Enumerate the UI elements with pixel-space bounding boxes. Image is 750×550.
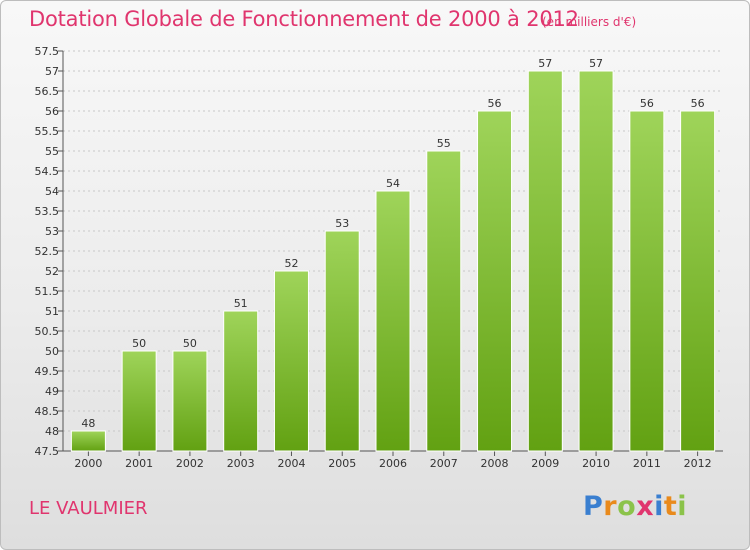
y-tick-label: 54.5: [35, 165, 60, 178]
x-tick-label: 2004: [277, 457, 305, 470]
logo-letter: r: [603, 491, 618, 522]
data-labels: 48 50 50 51 52 53 54 55 56 57 57 56 56: [81, 57, 704, 430]
commune-name: LE VAULMIER: [29, 498, 148, 519]
data-label: 55: [437, 137, 451, 150]
chart-title: Dotation Globale de Fonctionnement de 20…: [29, 7, 579, 31]
logo-letter: P: [583, 491, 604, 522]
x-tick-label: 2003: [227, 457, 255, 470]
y-tick-label: 47.5: [35, 445, 60, 458]
data-label: 53: [335, 217, 349, 230]
data-label: 51: [234, 297, 248, 310]
x-tick-label: 2007: [430, 457, 458, 470]
y-tick-label: 52.5: [35, 245, 60, 258]
x-tick-labels: 2000 2001 2002 2003 2004 2005 2006 2007 2008 2009…: [74, 457, 711, 470]
y-tick-label: 54: [45, 185, 59, 198]
bar: [70, 430, 106, 452]
bar: [477, 110, 513, 452]
data-label: 50: [183, 337, 197, 350]
bar: [172, 350, 208, 452]
y-tick-label: 48.5: [35, 405, 60, 418]
data-label: 52: [284, 257, 298, 270]
y-tick-label: 56: [45, 105, 59, 118]
bars: [70, 70, 716, 452]
x-tick-label: 2008: [481, 457, 509, 470]
logo-letter: i: [654, 491, 664, 522]
x-tick-label: 2011: [633, 457, 661, 470]
y-tick-label: 56.5: [35, 85, 60, 98]
bar: [273, 270, 309, 452]
data-label: 56: [640, 97, 654, 110]
logo-letter: t: [663, 491, 678, 522]
data-label: 57: [538, 57, 552, 70]
bar: [223, 310, 259, 452]
chart-subtitle: (en milliers d'€): [542, 15, 637, 29]
bar: [527, 70, 563, 452]
x-tick-label: 2010: [582, 457, 610, 470]
y-tick-labels: 47.5 48 48.5 49 49.5 50 50.5 51 51.5 52 52.5 53 53.5…: [35, 45, 60, 458]
x-tick-label: 2001: [125, 457, 153, 470]
logo-letter: o: [617, 491, 637, 522]
x-tick-label: 2002: [176, 457, 204, 470]
bar: [578, 70, 614, 452]
bar: [324, 230, 360, 452]
bar: [375, 190, 411, 452]
y-tick-label: 52: [45, 265, 59, 278]
bar: [629, 110, 665, 452]
x-tick-label: 2005: [328, 457, 356, 470]
data-label: 56: [691, 97, 705, 110]
y-tick-label: 55.5: [35, 125, 60, 138]
proxiti-logo[interactable]: Proxiti: [583, 491, 687, 522]
logo-letter: x: [636, 491, 655, 522]
x-tick-label: 2006: [379, 457, 407, 470]
x-tick-label: 2000: [74, 457, 102, 470]
bar: [121, 350, 157, 452]
y-tick-label: 51.5: [35, 285, 60, 298]
data-label: 50: [132, 337, 146, 350]
bar: [680, 110, 716, 452]
y-tick-label: 57.5: [35, 45, 60, 58]
y-tick-label: 50.5: [35, 325, 60, 338]
y-tick-label: 51: [45, 305, 59, 318]
y-tick-label: 48: [45, 425, 59, 438]
bar: [426, 150, 462, 452]
data-label: 54: [386, 177, 400, 190]
logo-letter: i: [677, 491, 688, 522]
x-tick-label: 2009: [531, 457, 559, 470]
y-tick-label: 53.5: [35, 205, 60, 218]
y-tick-label: 57: [45, 65, 59, 78]
y-tick-label: 53: [45, 225, 59, 238]
y-tick-label: 49: [45, 385, 59, 398]
data-label: 57: [589, 57, 603, 70]
y-tick-label: 55: [45, 145, 59, 158]
y-tick-label: 50: [45, 345, 59, 358]
data-label: 56: [488, 97, 502, 110]
data-label: 48: [81, 417, 95, 430]
x-tick-label: 2012: [684, 457, 712, 470]
y-tick-label: 49.5: [35, 365, 60, 378]
